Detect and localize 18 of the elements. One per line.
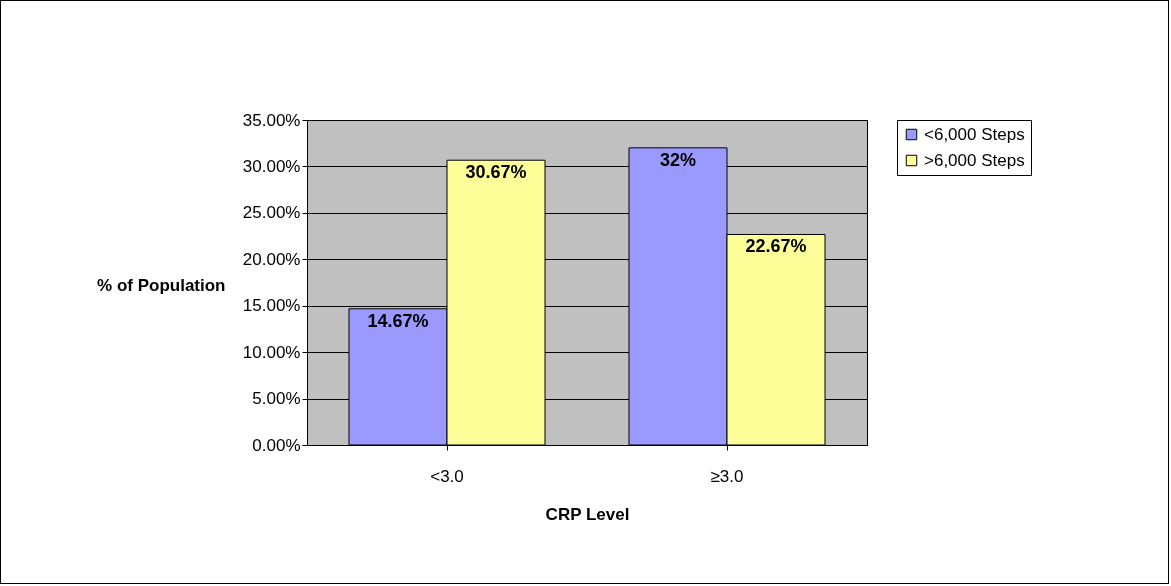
y-axis-title: % of Population	[97, 275, 226, 295]
y-tick-label: 5.00%	[252, 389, 301, 409]
data-label: 22.67%	[745, 236, 807, 257]
y-tick-label: 30.00%	[242, 156, 301, 176]
x-tick-label: <3.0	[430, 466, 464, 486]
data-label: 14.67%	[367, 310, 429, 331]
y-tick-label: 15.00%	[242, 296, 301, 316]
data-label: 30.67%	[465, 162, 527, 183]
y-tick-label: 20.00%	[242, 249, 301, 269]
y-tick-label: 25.00%	[242, 203, 301, 223]
legend-label: <6,000 Steps	[924, 124, 1025, 144]
x-tick-label: ≥3.0	[710, 466, 744, 486]
y-tick-label: 10.00%	[242, 342, 301, 362]
legend-label: >6,000 Steps	[924, 150, 1025, 170]
x-axis-title: CRP Level	[545, 504, 630, 524]
data-label: 32%	[659, 149, 697, 170]
y-tick-label: 0.00%	[252, 435, 301, 455]
y-tick-label: 35.00%	[242, 110, 301, 130]
